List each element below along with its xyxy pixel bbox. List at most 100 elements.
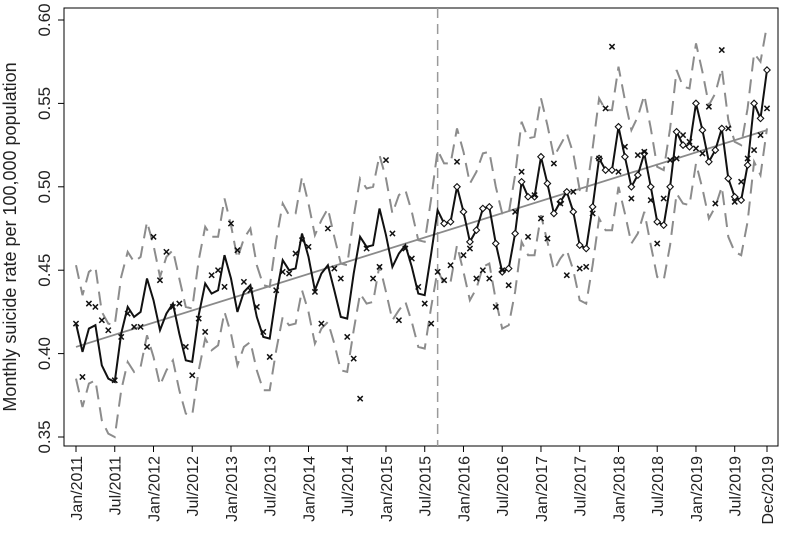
observed-point — [363, 245, 370, 252]
upper-bound-line — [75, 24, 768, 327]
observed-point — [531, 192, 538, 199]
axes: 0.35 0.40 0.45 0.50 0.55 0.60 Jan/2011 Jul/2011… — [35, 3, 779, 525]
observed-point-stroke — [357, 395, 364, 402]
observed-point — [143, 343, 151, 351]
observed-point-stroke — [344, 333, 351, 341]
observed-point — [557, 200, 564, 207]
observed-point — [156, 277, 164, 284]
observed-point-stroke — [505, 282, 512, 289]
observed-point — [524, 233, 532, 240]
fitted-point-marker — [453, 182, 461, 191]
observed-point — [279, 268, 286, 275]
observed-point — [699, 150, 706, 157]
fitted-point-marker — [756, 114, 765, 123]
observed-point-stroke — [492, 303, 499, 311]
observed-point-stroke — [331, 265, 338, 272]
observed-point-stroke — [221, 283, 228, 291]
x-tick-label: Jan/2012 — [146, 456, 163, 522]
observed-point — [408, 255, 415, 262]
observed-point — [505, 282, 512, 289]
fitted-point-marker — [743, 161, 752, 170]
observed-point-stroke — [621, 143, 629, 150]
fitted-point-marker — [659, 221, 668, 230]
observed-point — [247, 287, 254, 294]
observed-point-stroke — [163, 248, 170, 255]
observed-point-stroke — [576, 265, 583, 272]
fitted-point-marker — [504, 264, 513, 273]
observed-point — [692, 145, 700, 152]
observed-point-stroke — [214, 267, 222, 274]
observed-point — [686, 138, 693, 145]
observed-point-stroke — [440, 277, 448, 284]
observed-point — [667, 156, 674, 164]
observed-point — [589, 210, 596, 217]
observed-point — [570, 188, 577, 195]
x-tick-label: Jan/2013 — [224, 456, 241, 522]
observed-point — [460, 252, 467, 259]
observed-point — [395, 317, 403, 324]
observed-point — [227, 220, 235, 227]
x-tick-label: Jul/2016 — [495, 456, 512, 517]
observed-point — [298, 237, 306, 244]
observed-point — [602, 105, 609, 112]
y-tick-label: 0.45 — [35, 254, 54, 287]
fitted-point-marker — [517, 177, 526, 186]
observed-point-stroke — [182, 343, 189, 351]
observed-point-stroke — [79, 373, 86, 381]
observed-point-stroke — [382, 156, 390, 164]
observed-point — [253, 303, 260, 311]
observed-point-stroke — [266, 353, 273, 361]
observed-point — [679, 131, 687, 139]
fitted-point-marker — [543, 179, 552, 188]
observed-point — [518, 168, 525, 175]
x-tick-label: Jan/2015 — [379, 456, 396, 522]
observed-point — [344, 333, 351, 341]
observed-point — [415, 283, 422, 291]
observed-point-stroke — [395, 317, 403, 324]
x-tick-label: Jul/2019 — [728, 456, 745, 517]
observed-point-stroke — [156, 277, 164, 284]
fitted-point-marker — [730, 192, 739, 201]
observed-point-stroke — [389, 230, 396, 237]
x-tick-label: Jul/2013 — [263, 456, 280, 517]
fitted-point-marker — [440, 219, 449, 228]
y-axis-label: Monthly suicide rate per 100,000 populat… — [0, 62, 20, 411]
observed-point-stroke — [318, 320, 325, 327]
x-tick-label: Dec/2019 — [760, 456, 777, 525]
observed-point-stroke — [337, 275, 344, 282]
fitted-point-marker — [530, 192, 539, 201]
observed-point-stroke — [667, 156, 674, 164]
observed-point-stroke — [428, 320, 435, 327]
fitted-point-marker — [691, 99, 700, 108]
observed-point — [583, 263, 590, 270]
observed-point — [111, 377, 118, 384]
observed-point — [311, 288, 319, 296]
fitted-point-marker — [737, 196, 746, 205]
observed-point — [731, 198, 738, 205]
observed-point-stroke — [137, 323, 144, 331]
fitted-point-marker — [717, 124, 726, 133]
observed-point-stroke — [557, 200, 564, 207]
observed-point-stroke — [499, 267, 506, 274]
observed-point-stroke — [531, 192, 538, 199]
fitted-point-marker — [491, 239, 500, 248]
observed-point-stroke — [415, 283, 422, 291]
observed-point-stroke — [466, 245, 474, 252]
observed-point — [92, 303, 99, 311]
x-tick-label: Jul/2017 — [573, 456, 590, 517]
plot-frame — [63, 7, 779, 447]
observed-point — [221, 283, 228, 291]
x-tick-label: Jan/2018 — [611, 456, 628, 522]
observed-point-stroke — [550, 160, 558, 167]
observed-point-stroke — [602, 105, 609, 112]
observed-point-stroke — [712, 200, 719, 207]
fitted-point-marker — [750, 99, 759, 108]
x-tick-label: Jul/2014 — [340, 456, 357, 517]
fitted-point-marker — [485, 202, 494, 211]
observed-point-stroke — [512, 208, 519, 215]
y-tick-label: 0.55 — [35, 87, 54, 120]
observed-point-stroke — [686, 138, 693, 145]
observed-point-stroke — [105, 327, 112, 334]
observed-point — [628, 195, 635, 202]
